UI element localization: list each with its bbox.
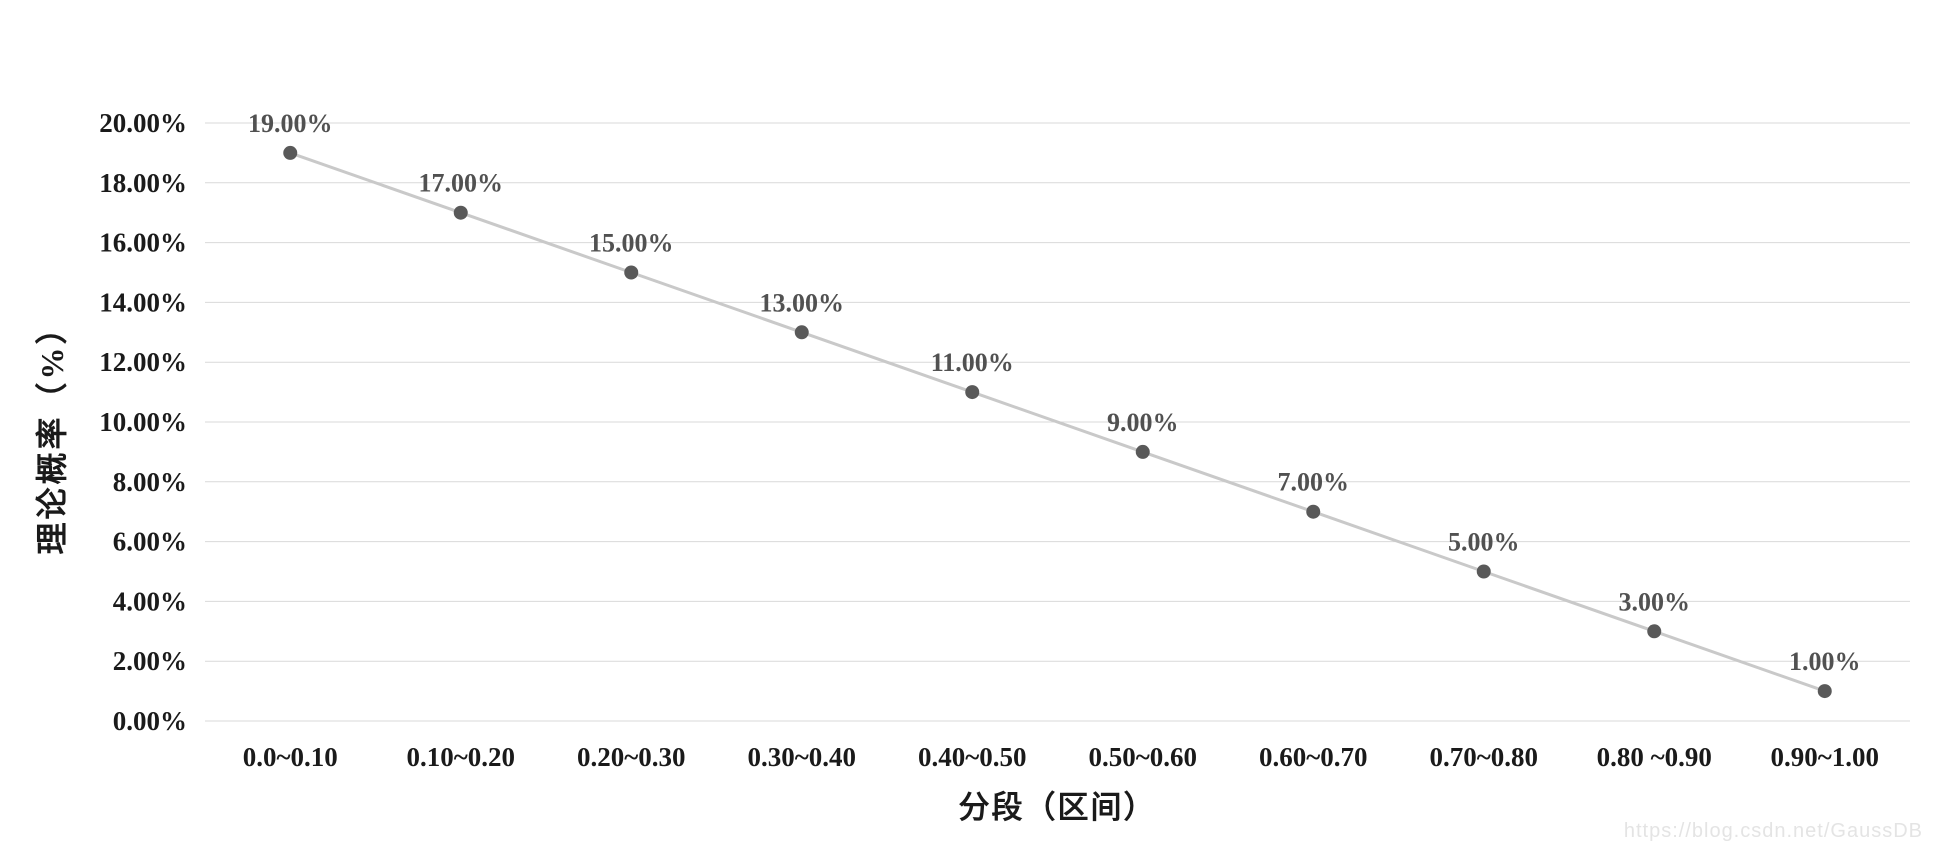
data-point-label: 15.00%: [589, 229, 674, 258]
y-tick-label: 8.00%: [113, 467, 187, 497]
data-point: [283, 145, 298, 160]
x-tick-label: 0.90~1.00: [1770, 742, 1879, 772]
y-tick-label: 10.00%: [99, 407, 187, 437]
data-point-label: 19.00%: [248, 109, 333, 138]
y-tick-label: 2.00%: [113, 646, 187, 676]
data-point-label: 17.00%: [419, 169, 504, 198]
y-tick-label: 6.00%: [113, 527, 187, 557]
watermark: https://blog.csdn.net/GaussDB: [1623, 820, 1923, 842]
y-tick-label: 18.00%: [99, 168, 187, 198]
data-point-label: 1.00%: [1789, 647, 1861, 676]
x-tick-label: 0.0~0.10: [243, 742, 338, 772]
data-point-label: 13.00%: [760, 288, 845, 317]
data-point: [965, 385, 980, 400]
data-point-label: 3.00%: [1619, 587, 1691, 616]
y-axis-title: 理论概率（%）: [34, 309, 70, 555]
y-tick-label: 14.00%: [99, 287, 187, 317]
data-point: [1647, 624, 1662, 639]
data-point: [794, 325, 809, 340]
x-tick-label: 0.50~0.60: [1088, 742, 1197, 772]
data-point-label: 9.00%: [1107, 408, 1179, 437]
x-tick-label: 0.20~0.30: [577, 742, 686, 772]
y-tick-label: 20.00%: [99, 108, 187, 138]
data-point: [1476, 564, 1491, 579]
data-point: [624, 265, 639, 280]
data-point-label: 5.00%: [1448, 528, 1520, 557]
data-point: [453, 205, 468, 220]
x-tick-label: 0.40~0.50: [918, 742, 1027, 772]
data-point: [1306, 504, 1321, 519]
data-point-label: 7.00%: [1278, 468, 1350, 497]
data-point: [1135, 444, 1150, 459]
y-tick-label: 4.00%: [113, 586, 187, 616]
data-point-label: 11.00%: [931, 348, 1014, 377]
x-axis-title: 分段（区间）: [958, 790, 1157, 825]
x-tick-label: 0.10~0.20: [406, 742, 515, 772]
x-tick-label: 0.30~0.40: [747, 742, 856, 772]
x-tick-label: 0.80 ~0.90: [1597, 742, 1712, 772]
x-tick-label: 0.60~0.70: [1259, 742, 1368, 772]
y-tick-label: 12.00%: [99, 347, 187, 377]
series-line: [289, 151, 1826, 693]
y-tick-label: 0.00%: [113, 706, 187, 736]
x-tick-label: 0.70~0.80: [1429, 742, 1538, 772]
y-tick-label: 16.00%: [99, 228, 187, 258]
data-point: [1817, 684, 1832, 699]
